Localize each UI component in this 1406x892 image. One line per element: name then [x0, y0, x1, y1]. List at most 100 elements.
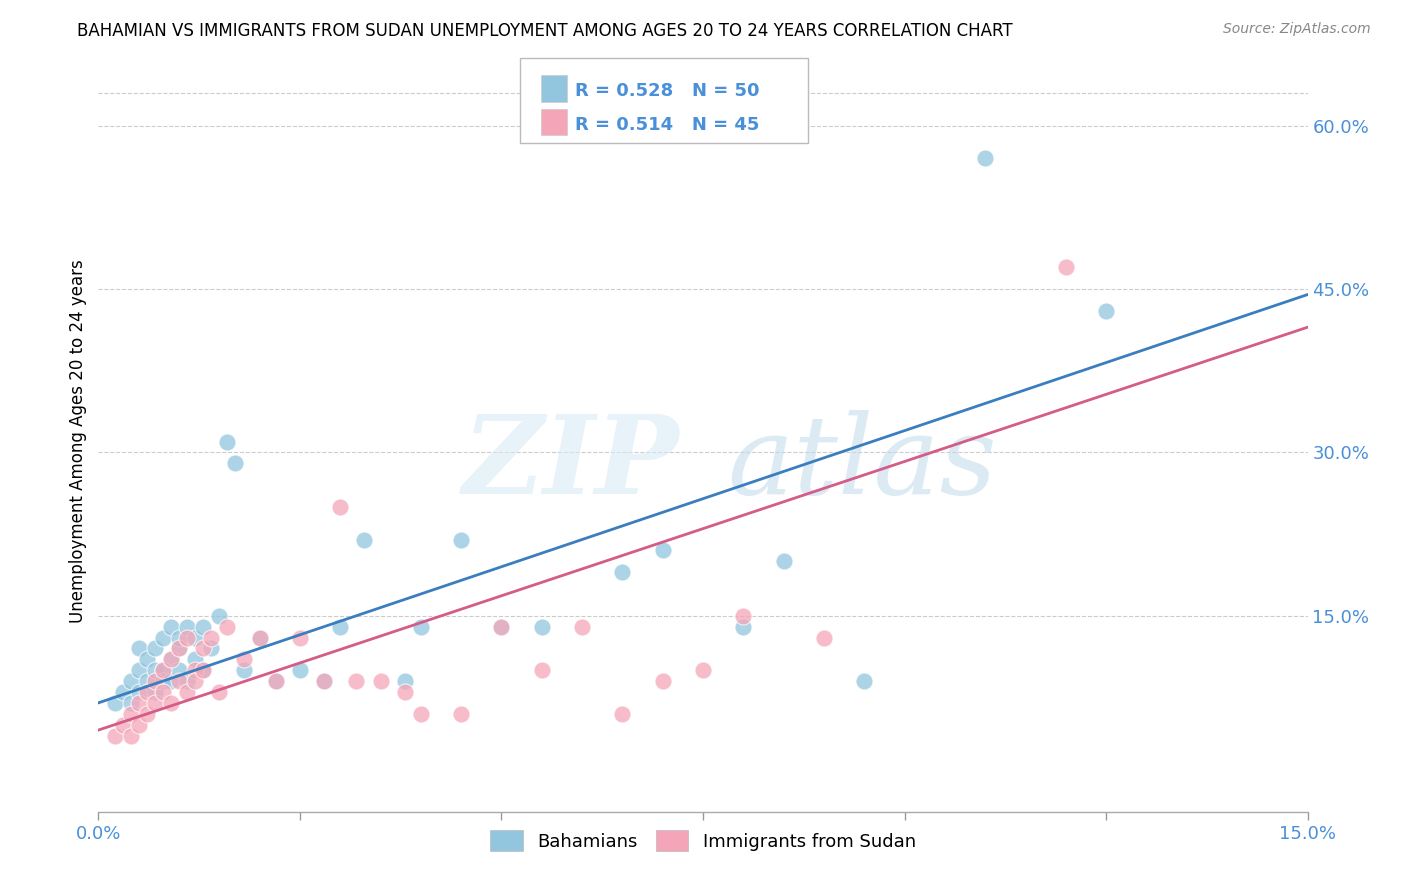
Point	[217, 434, 239, 449]
Point	[329, 619, 352, 633]
Point	[193, 663, 215, 677]
Point	[733, 608, 755, 623]
Point	[111, 717, 134, 731]
Point	[128, 641, 150, 656]
Point	[160, 652, 183, 666]
Point	[135, 706, 157, 721]
Point	[314, 674, 336, 689]
Point	[184, 631, 207, 645]
Point	[530, 663, 553, 677]
Point	[143, 663, 166, 677]
Point	[200, 641, 222, 656]
Point	[120, 674, 142, 689]
Text: atlas: atlas	[727, 410, 997, 517]
Point	[128, 717, 150, 731]
Point	[1054, 260, 1077, 275]
Point	[249, 631, 271, 645]
Point	[176, 685, 198, 699]
Point	[120, 729, 142, 743]
Point	[128, 696, 150, 710]
Point	[612, 565, 634, 579]
Point	[160, 652, 183, 666]
Point	[152, 663, 174, 677]
Point	[370, 674, 392, 689]
Point	[167, 674, 190, 689]
Point	[176, 631, 198, 645]
Point	[491, 619, 513, 633]
Point	[813, 631, 835, 645]
Point	[208, 608, 231, 623]
Point	[571, 619, 593, 633]
Point	[193, 619, 215, 633]
Text: ZIP: ZIP	[463, 410, 679, 517]
Point	[733, 619, 755, 633]
Point	[143, 641, 166, 656]
Point	[193, 641, 215, 656]
Point	[135, 674, 157, 689]
Point	[692, 663, 714, 677]
Point	[651, 543, 673, 558]
Point	[167, 641, 190, 656]
Point	[974, 152, 997, 166]
Point	[1095, 304, 1118, 318]
Point	[651, 674, 673, 689]
Point	[167, 663, 190, 677]
Text: Source: ZipAtlas.com: Source: ZipAtlas.com	[1223, 22, 1371, 37]
Point	[128, 685, 150, 699]
Point	[184, 652, 207, 666]
Point	[193, 663, 215, 677]
Point	[200, 631, 222, 645]
Text: R = 0.528   N = 50: R = 0.528 N = 50	[575, 82, 759, 100]
Point	[152, 631, 174, 645]
Y-axis label: Unemployment Among Ages 20 to 24 years: Unemployment Among Ages 20 to 24 years	[69, 260, 87, 624]
Point	[143, 674, 166, 689]
Point	[353, 533, 375, 547]
Point	[394, 674, 416, 689]
Point	[264, 674, 287, 689]
Point	[184, 674, 207, 689]
Point	[160, 674, 183, 689]
Point	[772, 554, 794, 568]
Point	[160, 696, 183, 710]
Point	[314, 674, 336, 689]
Point	[232, 652, 254, 666]
Point	[167, 641, 190, 656]
Point	[612, 706, 634, 721]
Point	[128, 663, 150, 677]
Point	[111, 685, 134, 699]
Point	[160, 619, 183, 633]
Point	[217, 619, 239, 633]
Point	[152, 663, 174, 677]
Point	[152, 685, 174, 699]
Point	[120, 696, 142, 710]
Point	[491, 619, 513, 633]
Point	[152, 674, 174, 689]
Point	[143, 696, 166, 710]
Point	[208, 685, 231, 699]
Point	[167, 631, 190, 645]
Point	[120, 706, 142, 721]
Text: BAHAMIAN VS IMMIGRANTS FROM SUDAN UNEMPLOYMENT AMONG AGES 20 TO 24 YEARS CORRELA: BAHAMIAN VS IMMIGRANTS FROM SUDAN UNEMPL…	[77, 22, 1012, 40]
Point	[288, 631, 311, 645]
Point	[135, 652, 157, 666]
Point	[853, 674, 876, 689]
Point	[450, 706, 472, 721]
Point	[249, 631, 271, 645]
Point	[264, 674, 287, 689]
Point	[394, 685, 416, 699]
Point	[409, 706, 432, 721]
Point	[288, 663, 311, 677]
Point	[409, 619, 432, 633]
Point	[176, 674, 198, 689]
Point	[232, 663, 254, 677]
Point	[176, 619, 198, 633]
Point	[530, 619, 553, 633]
Point	[103, 696, 125, 710]
Point	[143, 685, 166, 699]
Legend: Bahamians, Immigrants from Sudan: Bahamians, Immigrants from Sudan	[484, 823, 922, 858]
Point	[450, 533, 472, 547]
Point	[224, 456, 246, 470]
Point	[103, 729, 125, 743]
Point	[344, 674, 367, 689]
Text: R = 0.514   N = 45: R = 0.514 N = 45	[575, 116, 759, 134]
